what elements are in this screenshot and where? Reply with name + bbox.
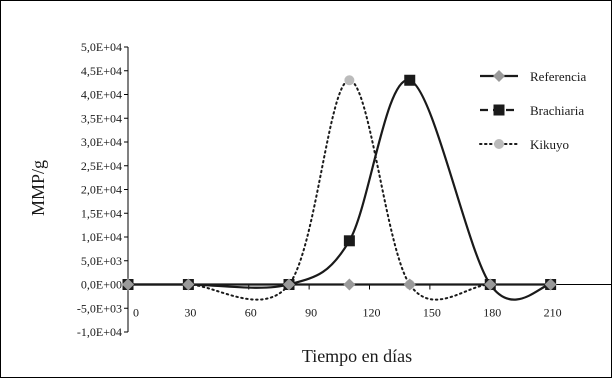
y-tick-label: 3,0E+04 — [81, 135, 122, 149]
legend-label-brachiaria: Brachiaria — [530, 103, 584, 118]
data-point-brachiaria — [404, 74, 416, 86]
series-layer — [122, 74, 557, 301]
y-tick-label: 1,0E+04 — [81, 230, 122, 244]
y-tick-label: 4,0E+04 — [81, 88, 122, 102]
legend-marker-brachiaria — [493, 104, 505, 116]
series-line-kikuyo — [127, 79, 552, 301]
legend-marker-kikuyo — [494, 139, 504, 149]
legend-label-referencia: Referencia — [530, 69, 587, 84]
legend-item-referencia: Referencia — [480, 69, 587, 84]
data-point-brachiaria — [343, 235, 355, 247]
data-point-referencia — [122, 278, 134, 291]
legend-marker-referencia — [493, 70, 505, 82]
data-point-referencia — [544, 278, 557, 291]
y-tick-label: 4,5E+04 — [81, 64, 122, 78]
y-tick-label: -5,0E+03 — [77, 301, 122, 315]
series-kikuyo — [123, 75, 556, 301]
data-point-kikuyo — [344, 75, 355, 86]
series-brachiaria — [122, 74, 557, 301]
y-tick-label: 5,0E+04 — [81, 40, 122, 54]
legend-label-kikuyo: Kikuyo — [530, 137, 569, 152]
x-tick-label: 60 — [245, 306, 257, 320]
series-line-brachiaria — [128, 79, 551, 301]
y-axis: 5,0E+04 4,5E+04 4,0E+04 3,5E+04 3,0E+04 2,5E+… — [77, 40, 129, 339]
y-tick-label: 2,5E+04 — [81, 159, 122, 173]
y-axis-title: MMP/g — [28, 160, 48, 216]
series-referencia — [122, 278, 557, 291]
x-tick-label: 120 — [363, 306, 381, 320]
x-tick-label: 210 — [544, 306, 562, 320]
x-tick-label: 180 — [483, 306, 501, 320]
data-point-referencia — [403, 278, 416, 291]
legend-item-brachiaria: Brachiaria — [480, 103, 584, 118]
y-tick-label: -1,0E+04 — [77, 325, 122, 339]
y-tick-label: 3,5E+04 — [81, 111, 122, 125]
x-tick-label: 150 — [423, 306, 441, 320]
y-tick-label: 0,0E+00 — [81, 278, 122, 292]
x-tick-label: 90 — [305, 306, 317, 320]
y-tick-label: 5,0E+03 — [81, 254, 122, 268]
data-point-referencia — [182, 278, 195, 291]
y-tick-label: 1,5E+04 — [81, 206, 122, 220]
legend: Referencia Brachiaria Kikuyo — [479, 69, 587, 152]
data-point-referencia — [484, 278, 497, 291]
legend-item-kikuyo: Kikuyo — [479, 137, 569, 152]
x-axis-title: Tiempo en días — [302, 346, 412, 366]
data-point-referencia — [283, 278, 295, 291]
x-tick-label: 0 — [133, 306, 139, 320]
data-point-referencia — [343, 278, 356, 291]
x-tick-label: 30 — [184, 306, 196, 320]
y-tick-label: 2,0E+04 — [81, 183, 122, 197]
